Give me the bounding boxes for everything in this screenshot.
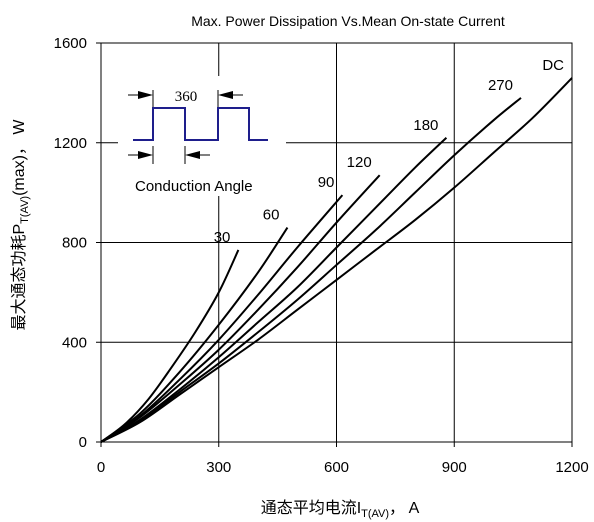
angle-right-arrow bbox=[185, 151, 200, 159]
series-label-180: 180 bbox=[413, 117, 438, 134]
x-tick-label: 300 bbox=[206, 459, 231, 476]
series-label-dc: DC bbox=[542, 57, 564, 74]
y-tick-label: 0 bbox=[79, 434, 87, 451]
x-tick-label: 600 bbox=[324, 459, 349, 476]
series-curves bbox=[100, 77, 573, 443]
series-line-270 bbox=[100, 97, 522, 443]
pulse-waveform bbox=[133, 107, 268, 141]
y-axis-label-subscript: T(AV) bbox=[19, 196, 31, 224]
angle-left-arrow bbox=[138, 151, 153, 159]
y-axis-label-unit: (max)， W bbox=[11, 119, 28, 196]
period-left-arrow bbox=[138, 91, 153, 99]
series-line-120 bbox=[100, 174, 381, 443]
conduction-angle-inset: 360 Conduction Angle bbox=[118, 76, 286, 196]
x-axis-label-main: 通态平均电流I bbox=[261, 499, 361, 517]
conduction-angle-caption: Conduction Angle bbox=[135, 178, 253, 195]
series-label-270: 270 bbox=[488, 77, 513, 94]
chart-title: Max. Power Dissipation Vs.Mean On-state … bbox=[191, 13, 505, 29]
x-axis-label-subscript: T(AV) bbox=[361, 508, 389, 520]
x-axis-label-unit: ， A bbox=[389, 500, 420, 517]
period-label: 360 bbox=[175, 89, 198, 105]
y-tick-label: 1600 bbox=[54, 35, 87, 52]
series-label-30: 30 bbox=[214, 229, 231, 246]
series-line-60 bbox=[100, 226, 289, 443]
x-tick-label: 0 bbox=[97, 459, 105, 476]
series-line-30 bbox=[100, 249, 240, 443]
tick-labels: 0 300 600 900 1200 0 400 800 1200 1600 bbox=[54, 35, 589, 476]
series-line-dc bbox=[100, 77, 573, 443]
series-label-90: 90 bbox=[318, 174, 335, 191]
series-label-60: 60 bbox=[263, 207, 280, 224]
y-axis-label-main: 最大通态功耗P bbox=[10, 224, 28, 331]
series-line-180 bbox=[100, 137, 448, 443]
series-labels: 30 60 90 120 180 270 DC bbox=[214, 57, 564, 246]
period-right-arrow bbox=[218, 91, 233, 99]
series-label-120: 120 bbox=[347, 154, 372, 171]
y-tick-label: 800 bbox=[62, 235, 87, 252]
y-axis-label: 最大通态功耗PT(AV)(max)， W bbox=[10, 119, 31, 331]
y-tick-label: 400 bbox=[62, 334, 87, 351]
x-axis-label: 通态平均电流IT(AV)， A bbox=[261, 499, 420, 520]
y-tick-label: 1200 bbox=[54, 135, 87, 152]
x-tick-label: 900 bbox=[442, 459, 467, 476]
x-tick-label: 1200 bbox=[555, 459, 588, 476]
